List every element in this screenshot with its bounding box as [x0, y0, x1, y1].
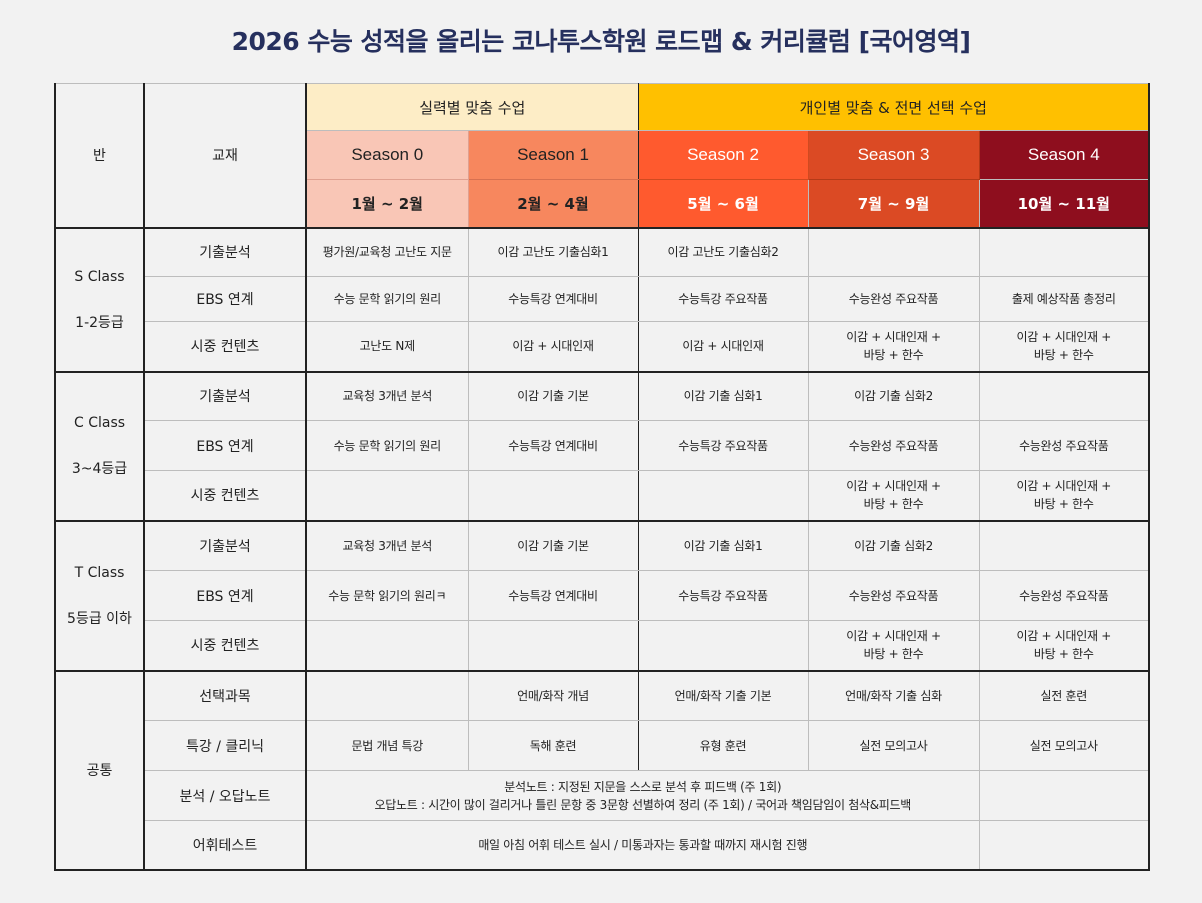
table-cell: 유형 훈련 — [637, 720, 809, 771]
row-label: EBS 연계 — [143, 570, 307, 621]
table-cell: 이감 + 시대인재 + 바탕 + 한수 — [978, 620, 1151, 672]
common-label: 공통 — [54, 670, 145, 871]
table-cell: 출제 예상작품 총정리 — [978, 276, 1151, 322]
table-cell: 이감 + 시대인재 — [637, 321, 809, 373]
season-0-months: 1월 ~ 2월 — [305, 179, 469, 229]
table-cell: 이감 기출 기본 — [467, 520, 639, 571]
table-cell: 이감 고난도 기출심화1 — [467, 227, 639, 277]
season-3-header: Season 3 — [807, 130, 980, 180]
row-label: 어휘테스트 — [143, 820, 307, 871]
class-name: C Class — [73, 415, 126, 431]
group-header-level: 실력별 맞춤 수업 — [305, 83, 639, 131]
row-label: 선택과목 — [143, 670, 307, 721]
season-3-months: 7월 ~ 9월 — [807, 179, 980, 229]
class-name: S Class — [74, 268, 125, 285]
class-grade: 5등급 이하 — [67, 610, 132, 627]
row-label: 특강 / 클리닉 — [143, 720, 307, 771]
season-1-months: 2월 ~ 4월 — [467, 179, 639, 229]
table-cell: 이감 + 시대인재 — [467, 321, 639, 373]
row-label: 시중 컨텐츠 — [143, 620, 307, 672]
table-cell — [305, 470, 469, 522]
table-cell: 이감 + 시대인재 + 바탕 + 한수 — [807, 620, 980, 672]
table-cell: 수능특강 주요작품 — [637, 420, 809, 471]
table-cell: 이감 기출 심화2 — [807, 520, 980, 571]
table-cell: 언매/화작 기출 심화 — [807, 670, 980, 721]
class-s-label: S Class 1-2등급 — [54, 227, 145, 373]
row-label: 시중 컨텐츠 — [143, 470, 307, 522]
season-0-header: Season 0 — [305, 130, 469, 180]
table-cell: 수능 문학 읽기의 원리ㅋ — [305, 570, 469, 621]
table-cell — [305, 670, 469, 721]
table-cell: 고난도 N제 — [305, 321, 469, 373]
table-cell: 수능완성 주요작품 — [978, 570, 1151, 621]
page-title: 2026 수능 성적을 올리는 코나투스학원 로드맵 & 커리큘럼 [국어영역] — [231, 27, 971, 56]
group-header-personal: 개인별 맞춤 & 전면 선택 수업 — [637, 83, 1151, 131]
book-column-header: 교재 — [143, 83, 307, 229]
season-1-header: Season 1 — [467, 130, 639, 180]
table-cell — [978, 820, 1151, 871]
table-cell: 이감 기출 심화1 — [637, 371, 809, 421]
table-cell — [978, 227, 1151, 277]
table-cell — [305, 620, 469, 672]
table-cell: 수능특강 연계대비 — [467, 570, 639, 621]
table-cell: 독해 훈련 — [467, 720, 639, 771]
table-cell: 이감 + 시대인재 + 바탕 + 한수 — [807, 470, 980, 522]
season-2-header: Season 2 — [637, 130, 809, 180]
row-label: 시중 컨텐츠 — [143, 321, 307, 373]
table-cell: 수능완성 주요작품 — [807, 570, 980, 621]
table-cell: 수능특강 주요작품 — [637, 570, 809, 621]
table-cell: 언매/화작 기출 기본 — [637, 670, 809, 721]
row-label: EBS 연계 — [143, 276, 307, 322]
season-2-months: 5월 ~ 6월 — [637, 179, 809, 229]
season-4-header: Season 4 — [978, 130, 1151, 180]
table-cell — [467, 620, 639, 672]
table-cell — [807, 227, 980, 277]
table-cell: 이감 기출 심화1 — [637, 520, 809, 571]
table-cell: 언매/화작 개념 — [467, 670, 639, 721]
table-cell: 수능 문학 읽기의 원리 — [305, 420, 469, 471]
table-cell: 수능완성 주요작품 — [807, 276, 980, 322]
table-cell: 이감 + 시대인재 + 바탕 + 한수 — [978, 321, 1151, 373]
table-cell: 이감 기출 심화2 — [807, 371, 980, 421]
table-cell — [637, 470, 809, 522]
table-cell: 교육청 3개년 분석 — [305, 371, 469, 421]
class-grade: 1-2등급 — [75, 314, 124, 331]
class-c-label: C Class 3~4등급 — [54, 371, 145, 522]
class-grade: 3~4등급 — [71, 461, 128, 477]
table-cell: 문법 개념 특강 — [305, 720, 469, 771]
notes-description: 분석노트 : 지정된 지문을 스스로 분석 후 피드백 (주 1회) 오답노트 … — [305, 770, 980, 821]
season-4-months: 10월 ~ 11월 — [978, 179, 1151, 229]
table-cell — [637, 620, 809, 672]
table-cell: 수능완성 주요작품 — [807, 420, 980, 471]
row-label: 기출분석 — [143, 520, 307, 571]
table-cell: 평가원/교육청 고난도 지문 — [305, 227, 469, 277]
class-column-header: 반 — [54, 83, 145, 229]
table-cell: 수능특강 연계대비 — [467, 276, 639, 322]
vocab-description: 매일 아침 어휘 테스트 실시 / 미통과자는 통과할 때까지 재시험 진행 — [305, 820, 980, 871]
table-cell: 수능완성 주요작품 — [978, 420, 1151, 471]
table-cell — [467, 470, 639, 522]
table-cell: 교육청 3개년 분석 — [305, 520, 469, 571]
row-label: 분석 / 오답노트 — [143, 770, 307, 821]
table-cell: 이감 고난도 기출심화2 — [637, 227, 809, 277]
table-cell — [978, 770, 1151, 821]
table-cell: 이감 + 시대인재 + 바탕 + 한수 — [807, 321, 980, 373]
table-cell: 실전 모의고사 — [807, 720, 980, 771]
table-cell: 수능특강 주요작품 — [637, 276, 809, 322]
table-cell: 수능 문학 읽기의 원리 — [305, 276, 469, 322]
table-cell: 이감 기출 기본 — [467, 371, 639, 421]
table-cell: 수능특강 연계대비 — [467, 420, 639, 471]
row-label: 기출분석 — [143, 227, 307, 277]
row-label: 기출분석 — [143, 371, 307, 421]
row-label: EBS 연계 — [143, 420, 307, 471]
curriculum-table: 반 교재 실력별 맞춤 수업 개인별 맞춤 & 전면 선택 수업 Season … — [54, 83, 1151, 871]
class-name: T Class — [74, 564, 125, 581]
table-cell: 실전 훈련 — [978, 670, 1151, 721]
table-cell — [978, 371, 1151, 421]
table-cell: 실전 모의고사 — [978, 720, 1151, 771]
class-t-label: T Class 5등급 이하 — [54, 520, 145, 672]
table-cell: 이감 + 시대인재 + 바탕 + 한수 — [978, 470, 1151, 522]
table-cell — [978, 520, 1151, 571]
